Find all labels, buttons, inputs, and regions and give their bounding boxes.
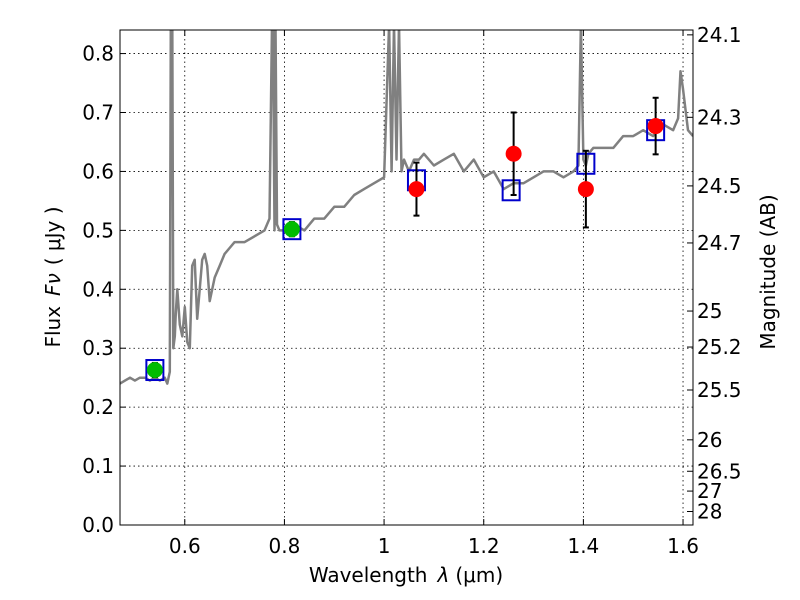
sed-chart: 0.6 0.8 1 1.2 1.4 1.6 0.00.10.20.30.40.50.60.… [0, 0, 800, 600]
magnitude-tick-label: 26 [697, 428, 722, 452]
points-layer [146, 98, 664, 380]
x-tick-label: 1.4 [567, 534, 599, 558]
spectrum-layer [120, 24, 693, 384]
y-tick-label: 0.8 [82, 42, 114, 66]
magnitude-tick-label: 25.5 [697, 378, 742, 402]
magnitude-tick-label: 24.3 [697, 105, 742, 129]
plot-frame [120, 30, 693, 525]
observed-red-point [648, 118, 664, 134]
x-axis: 0.6 0.8 1 1.2 1.4 1.6 [169, 30, 699, 558]
magnitude-tick-label: 24.5 [697, 174, 742, 198]
y-tick-label: 0.2 [82, 395, 114, 419]
x-tick-label: 0.8 [269, 534, 301, 558]
y-tick-label: 0.6 [82, 159, 114, 183]
magnitude-axis-label: Magnitude (AB) [756, 194, 780, 349]
x-tick-label: 1.2 [468, 534, 500, 558]
magnitude-tick-label: 25.2 [697, 335, 742, 359]
y-axis: 0.0 0.1 0.2 0.3 0.4 0.5 0.6 0.7 0.8 [82, 42, 126, 537]
y-tick-label: 0.0 [82, 513, 114, 537]
x-axis-label: Wavelength λ (μm) [309, 563, 503, 587]
x-tick-label: 0.6 [169, 534, 201, 558]
magnitude-tick-label: 25 [697, 299, 722, 323]
y-tick-label: 0.7 [82, 101, 114, 125]
magnitude-tick-label: 24.7 [697, 231, 742, 255]
y-tick-label: 0.5 [82, 218, 114, 242]
x-tick-label: 1 [378, 534, 391, 558]
y-tick-label: 0.3 [82, 336, 114, 360]
magnitude-tick-label: 28 [697, 500, 722, 524]
y-tick-label: 0.1 [82, 454, 114, 478]
y-axis-label: FluxFν( μJy ) [41, 206, 65, 347]
x-tick-label: 1.6 [667, 534, 699, 558]
observed-green-point [284, 221, 300, 237]
magnitude-tick-label: 24.1 [697, 23, 742, 47]
observed-red-point [506, 146, 522, 162]
spectrum-line [120, 24, 693, 384]
grid [120, 30, 693, 525]
observed-red-point [408, 181, 424, 197]
y-tick-label: 0.4 [82, 277, 114, 301]
observed-red-point [578, 181, 594, 197]
observed-green-point [147, 362, 163, 378]
